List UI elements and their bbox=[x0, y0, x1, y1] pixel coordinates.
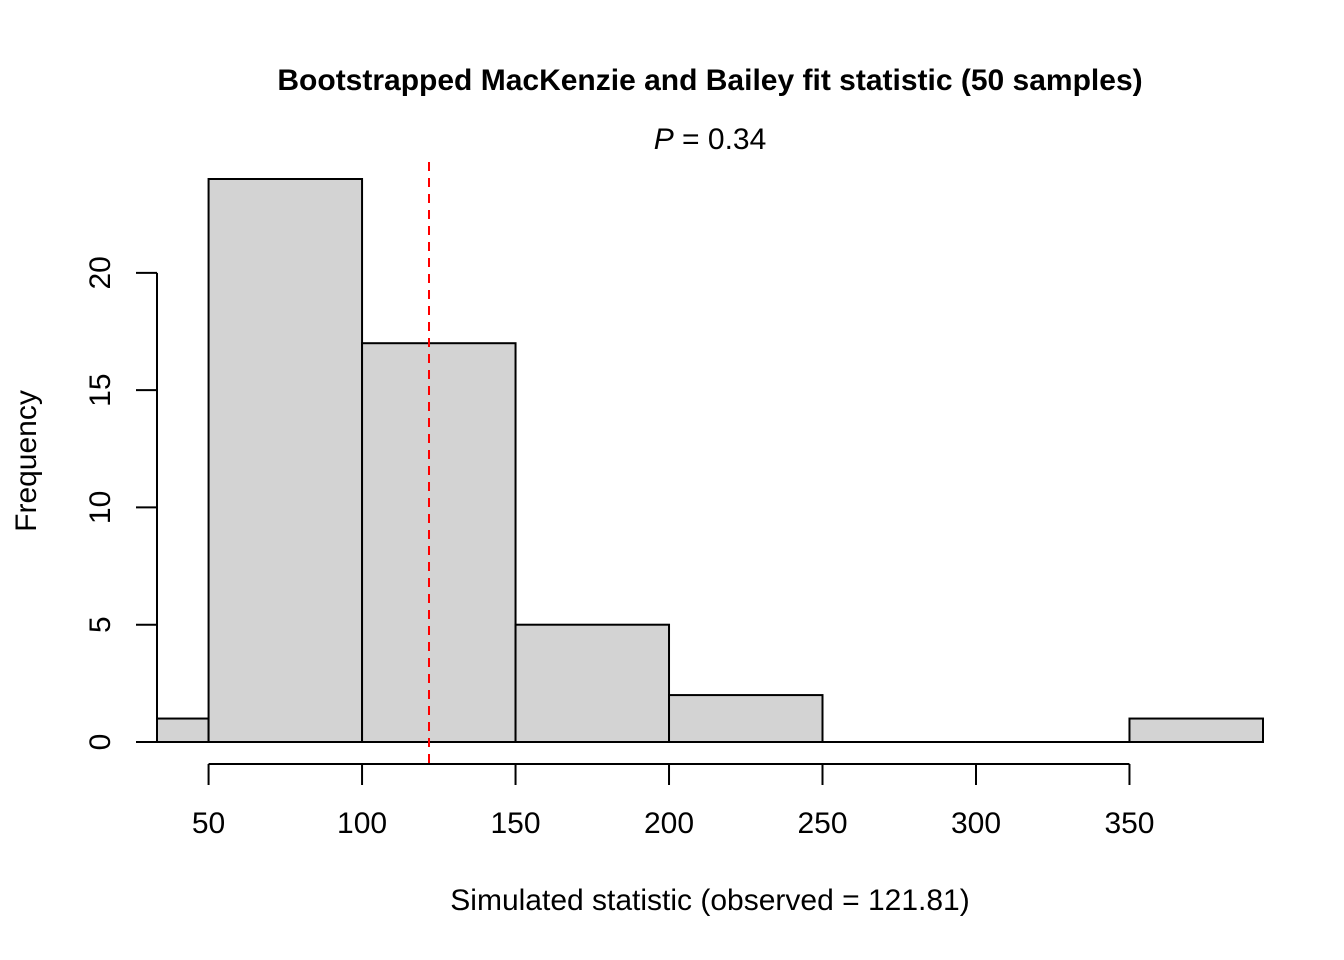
x-axis: 50 100 150 200 250 300 350 bbox=[192, 763, 1155, 840]
y-tick-label-20: 20 bbox=[84, 256, 117, 289]
x-axis-label: Simulated statistic (observed = 121.81) bbox=[450, 884, 969, 917]
p-value-symbol: P bbox=[654, 123, 674, 156]
y-tick-label-10: 10 bbox=[84, 491, 117, 524]
y-tick-label-5: 5 bbox=[84, 616, 117, 633]
y-axis: 0 5 10 15 20 bbox=[84, 256, 158, 751]
histogram-bar-7 bbox=[1128, 717, 1264, 744]
x-tick-label-350: 350 bbox=[1104, 807, 1154, 840]
y-axis-label: Frequency bbox=[10, 390, 43, 532]
y-tick-label-15: 15 bbox=[84, 373, 117, 406]
histogram-bar-3 bbox=[514, 623, 671, 743]
x-tick-label-50: 50 bbox=[192, 807, 225, 840]
histogram-bar-4 bbox=[668, 694, 824, 743]
p-value-text: = 0.34 bbox=[674, 123, 767, 156]
histogram-bar-0 bbox=[156, 717, 210, 744]
x-tick-label-200: 200 bbox=[644, 807, 694, 840]
chart-title: Bootstrapped MacKenzie and Bailey fit st… bbox=[277, 64, 1142, 97]
histogram-bar-1 bbox=[207, 178, 364, 743]
x-tick-label-100: 100 bbox=[337, 807, 387, 840]
bars-group bbox=[156, 178, 1264, 744]
histogram-bar-2 bbox=[361, 342, 517, 743]
y-tick-label-0: 0 bbox=[84, 734, 117, 751]
x-tick-label-250: 250 bbox=[797, 807, 847, 840]
x-tick-label-150: 150 bbox=[491, 807, 541, 840]
x-tick-label-300: 300 bbox=[951, 807, 1001, 840]
chart-subtitle: P = 0.34 bbox=[654, 123, 767, 156]
